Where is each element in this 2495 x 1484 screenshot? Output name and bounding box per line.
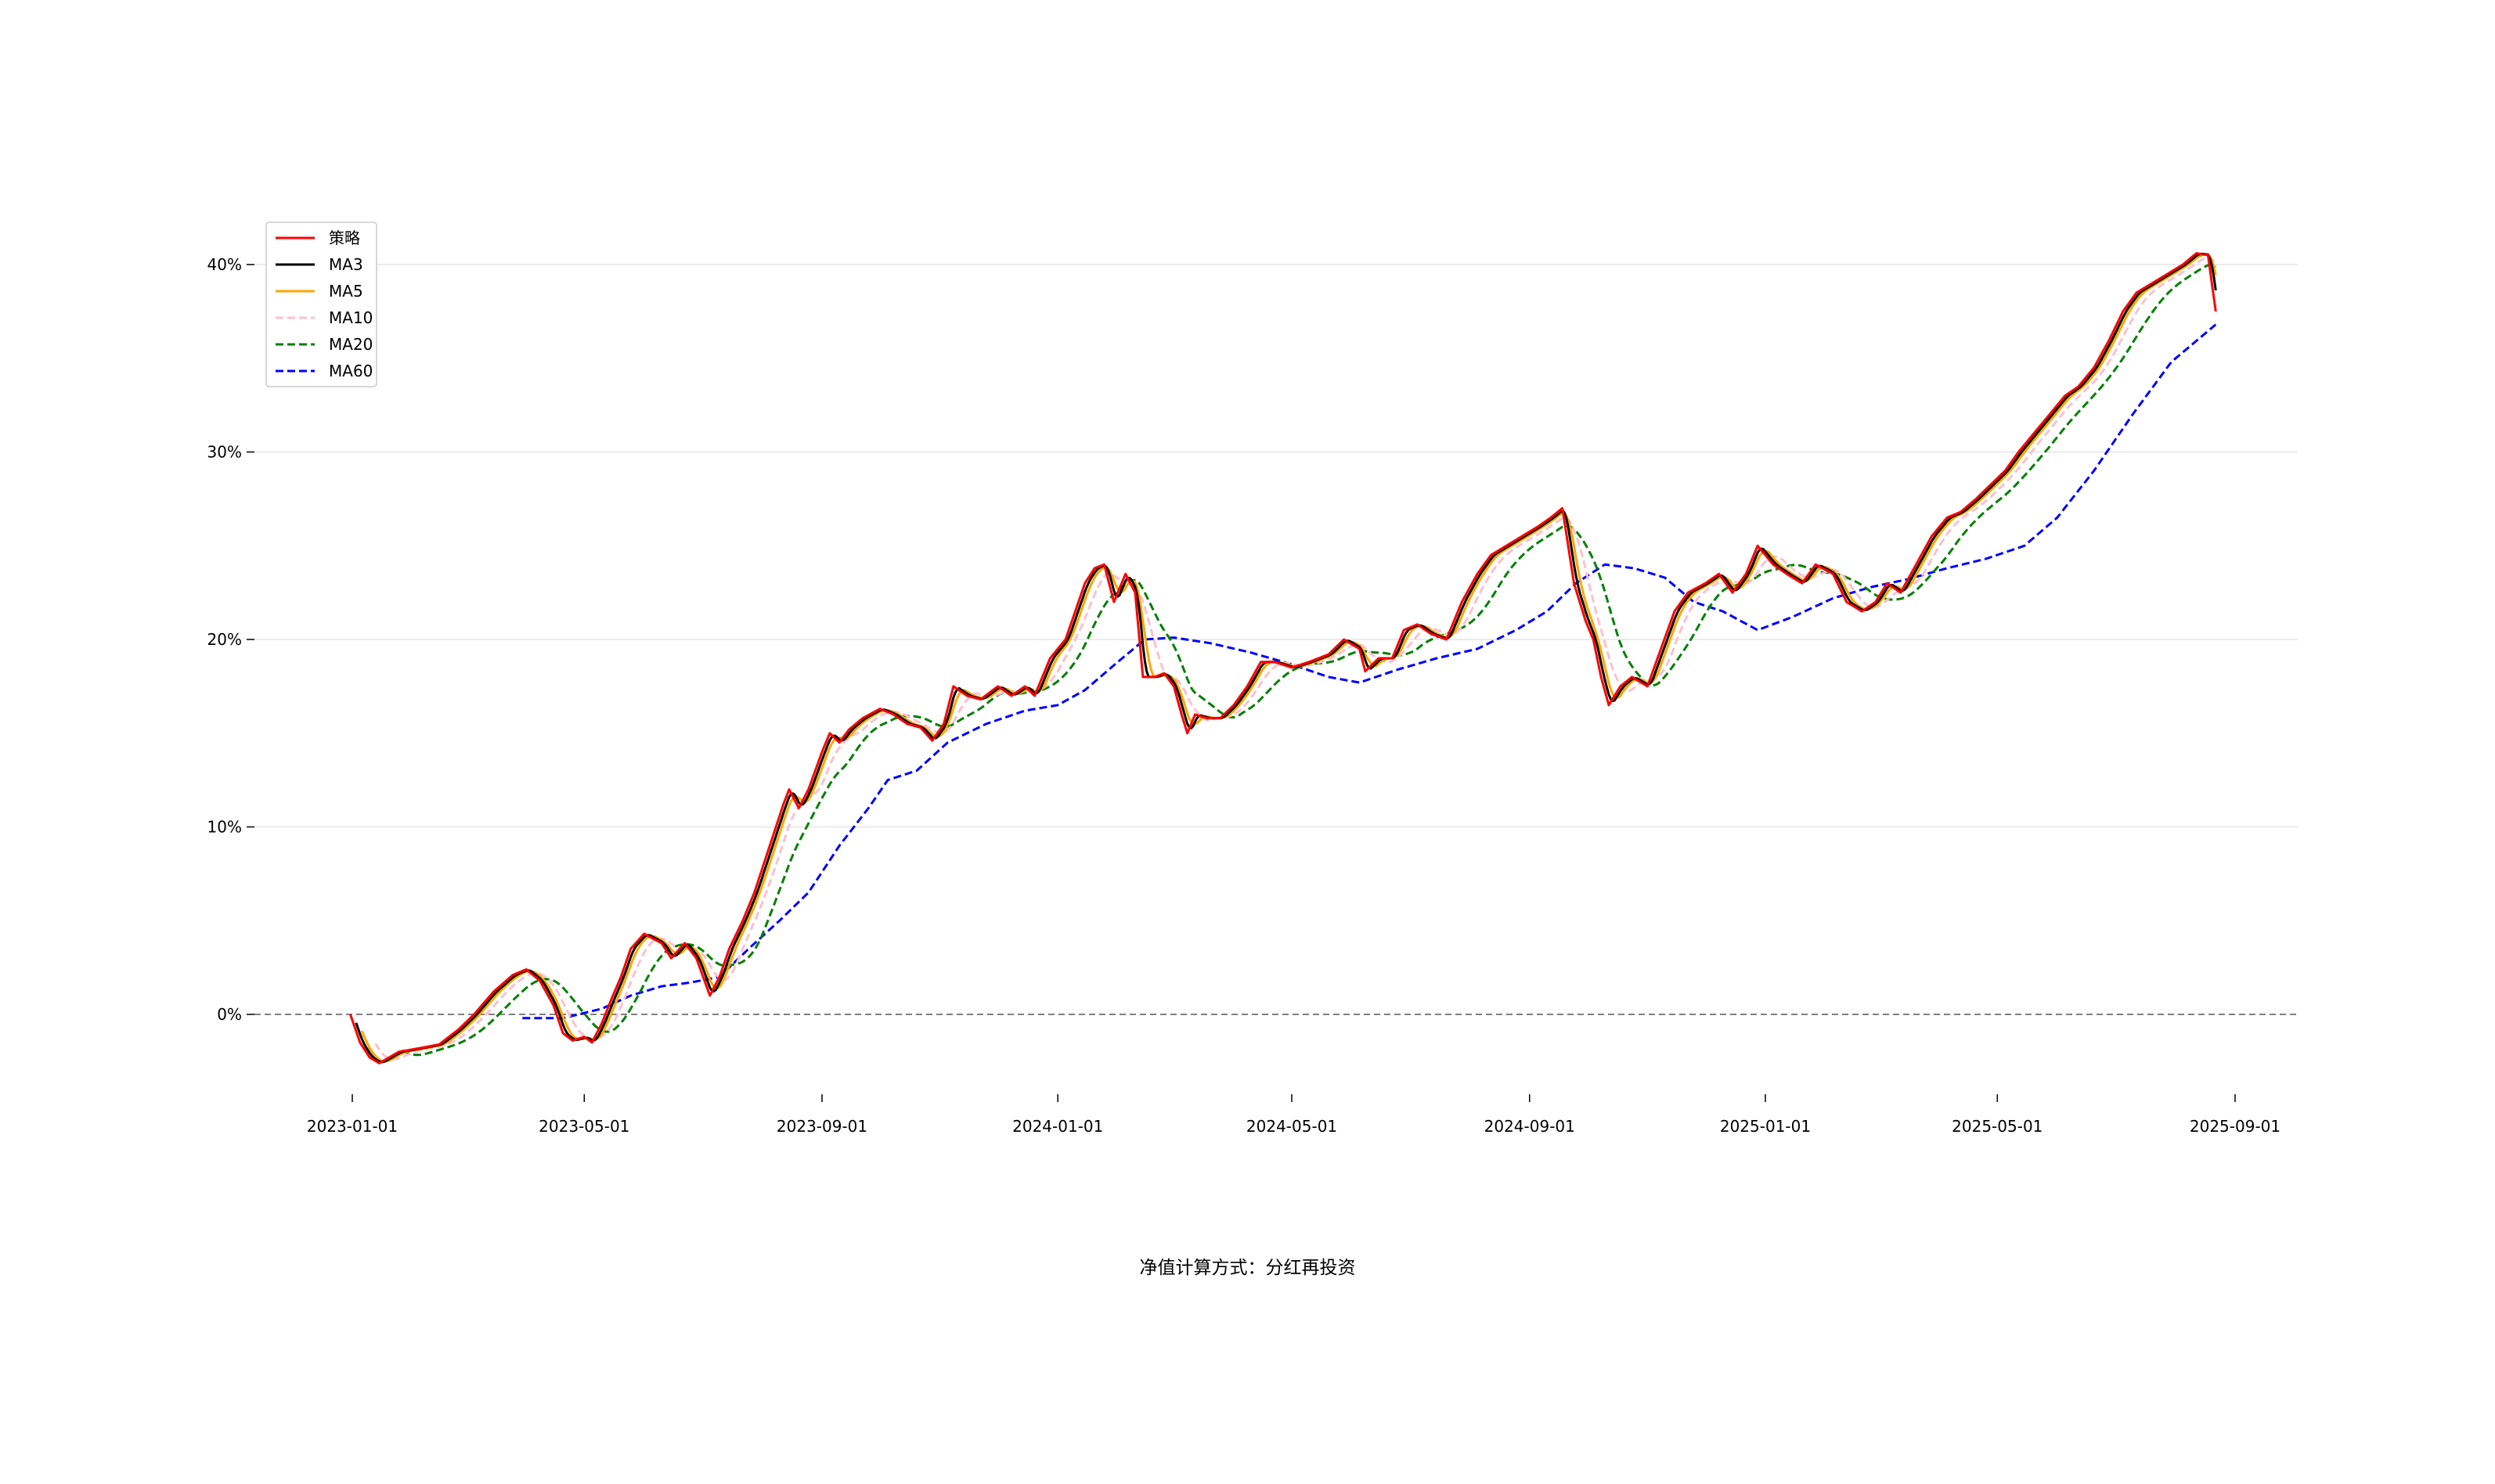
y-tick-label: 40% <box>207 255 242 274</box>
grid-lines <box>254 264 2298 828</box>
x-tick-label: 2023-05-01 <box>539 1117 629 1136</box>
x-tick-label: 2025-01-01 <box>1720 1117 1811 1136</box>
series-line-策略 <box>349 252 2217 1064</box>
y-tick-label: 10% <box>207 818 242 837</box>
x-tick-label: 2023-09-01 <box>777 1117 867 1136</box>
series-line-ma60 <box>522 323 2217 1020</box>
x-tick-label: 2023-01-01 <box>307 1117 398 1136</box>
legend-label: MA20 <box>329 335 373 354</box>
legend-label: 策略 <box>329 229 360 247</box>
series-line-ma3 <box>355 252 2217 1064</box>
axes: 0% 10% 20% 30% 40% 2023-01-01 2023-05-01 2023-0… <box>207 255 2281 1136</box>
legend: 策略 MA3 MA5 MA10 MA20 MA60 <box>265 222 377 387</box>
x-tick-label: 2025-05-01 <box>1952 1117 2043 1136</box>
legend-label: MA10 <box>329 308 373 327</box>
legend-label: MA5 <box>329 282 363 301</box>
legend-label: MA60 <box>329 362 373 380</box>
chart-caption: 净值计算方式：分红再投资 <box>1139 1258 1356 1278</box>
x-tick-label: 2025-09-01 <box>2190 1117 2280 1136</box>
legend-label: MA3 <box>329 255 363 274</box>
series-line-ma20 <box>402 263 2217 1057</box>
x-tick-label: 2024-05-01 <box>1246 1117 1337 1136</box>
x-tick-label: 2024-01-01 <box>1012 1117 1103 1136</box>
y-tick-label: 30% <box>207 443 242 462</box>
y-tick-label: 20% <box>207 630 242 649</box>
y-tick-label: 0% <box>217 1005 242 1024</box>
series-lines <box>349 252 2217 1064</box>
x-tick-label: 2024-09-01 <box>1484 1117 1575 1136</box>
